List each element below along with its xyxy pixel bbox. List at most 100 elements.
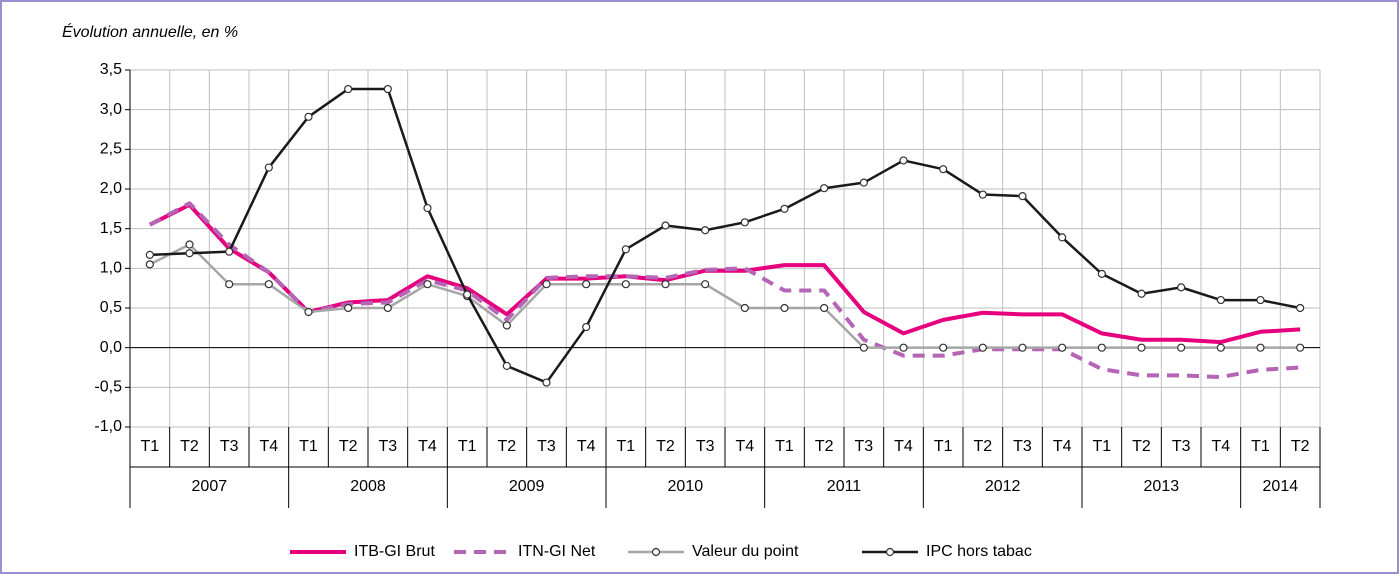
point-marker	[502, 321, 511, 330]
point-marker	[820, 303, 829, 313]
point-marker	[1177, 283, 1186, 292]
x-tick-label: T1	[616, 438, 635, 455]
point-marker	[225, 247, 234, 256]
x-tick-label: T2	[973, 438, 992, 455]
legend-label: ITN-GI Net	[518, 543, 596, 560]
point-marker	[145, 250, 154, 259]
legend-label: IPC hors tabac	[926, 543, 1032, 560]
point-marker	[542, 378, 551, 387]
legend-marker	[651, 547, 661, 557]
point-marker	[383, 303, 392, 313]
x-tick-label: T3	[1172, 438, 1191, 455]
point-marker	[661, 221, 670, 230]
x-tick-label: T4	[1211, 438, 1230, 455]
x-tick-label: T1	[775, 438, 794, 455]
point-marker	[1256, 343, 1265, 352]
x-tick-label: T4	[735, 438, 754, 455]
point-marker	[185, 240, 194, 249]
point-marker	[701, 226, 710, 235]
group-label: 2008	[350, 478, 386, 495]
series-line	[148, 201, 1301, 380]
point-marker	[463, 290, 472, 299]
group-label: 2014	[1263, 478, 1299, 495]
point-marker	[780, 303, 789, 313]
series-line	[149, 87, 1301, 384]
point-marker	[582, 322, 591, 332]
point-marker	[1216, 295, 1225, 305]
group-label: 2013	[1144, 478, 1180, 495]
y-axis-label: Évolution annuelle, en %	[62, 22, 238, 41]
point-marker	[304, 112, 313, 121]
group-label: 2009	[509, 478, 545, 495]
x-tick-label: T1	[140, 438, 159, 455]
group-label: 2012	[985, 478, 1021, 495]
point-marker	[740, 218, 749, 227]
point-marker	[780, 204, 789, 213]
x-tick-label: T4	[259, 438, 278, 455]
x-tick-label: T3	[1013, 438, 1032, 455]
point-marker	[1097, 269, 1106, 278]
group-label: 2007	[192, 478, 228, 495]
y-tick-label: -0,5	[94, 379, 122, 396]
x-tick-label: T2	[1132, 438, 1151, 455]
point-marker	[1137, 289, 1146, 298]
point-marker	[1058, 233, 1067, 242]
x-tick-label: T1	[1092, 438, 1111, 455]
x-tick-label: T4	[894, 438, 913, 455]
x-tick-label: T2	[1291, 438, 1310, 455]
point-marker	[344, 84, 353, 94]
point-marker	[1018, 343, 1027, 352]
point-marker	[899, 343, 908, 352]
legend-marker	[885, 547, 895, 557]
point-marker	[304, 307, 313, 317]
point-marker	[939, 343, 948, 352]
series-line	[149, 243, 1301, 349]
point-marker	[701, 280, 710, 289]
y-tick-label: 1,0	[100, 260, 122, 277]
x-tick-label: T3	[854, 438, 873, 455]
point-marker	[661, 280, 670, 289]
y-tick-label: 2,5	[100, 141, 122, 158]
x-tick-label: T2	[497, 438, 516, 455]
point-marker	[740, 303, 749, 313]
point-marker	[502, 361, 511, 371]
point-marker	[423, 203, 432, 213]
point-marker	[621, 280, 630, 289]
x-tick-label: T3	[220, 438, 239, 455]
y-tick-label: 3,0	[100, 101, 122, 118]
x-tick-label: T4	[418, 438, 437, 455]
point-marker	[1296, 343, 1305, 352]
legend-label: Valeur du point	[692, 543, 799, 560]
point-marker	[1137, 343, 1146, 352]
group-label: 2011	[827, 478, 862, 495]
x-tick-label: T4	[577, 438, 596, 455]
x-tick-label: T2	[656, 438, 675, 455]
y-tick-label: 0,5	[100, 299, 122, 316]
x-tick-label: T1	[299, 438, 318, 455]
y-tick-label: 3,5	[100, 61, 122, 78]
point-marker	[1256, 295, 1265, 305]
y-tick-label: -1,0	[94, 418, 122, 435]
point-marker	[225, 280, 234, 289]
point-marker	[423, 280, 432, 289]
x-tick-label: T3	[696, 438, 715, 455]
point-marker	[344, 303, 353, 313]
y-tick-label: 1,5	[100, 220, 122, 237]
point-marker	[939, 165, 948, 174]
group-label: 2010	[668, 478, 704, 495]
legend-label: ITB-GI Brut	[354, 543, 435, 560]
point-marker	[899, 156, 908, 165]
point-marker	[582, 280, 591, 289]
x-tick-label: T3	[537, 438, 556, 455]
point-marker	[859, 343, 868, 352]
x-tick-label: T2	[180, 438, 199, 455]
point-marker	[621, 245, 630, 254]
x-tick-label: T1	[458, 438, 477, 455]
point-marker	[1018, 192, 1027, 201]
x-tick-label: T2	[339, 438, 358, 455]
point-marker	[859, 178, 868, 187]
point-marker	[383, 84, 392, 94]
point-marker	[1296, 303, 1305, 313]
point-marker	[1216, 343, 1225, 352]
